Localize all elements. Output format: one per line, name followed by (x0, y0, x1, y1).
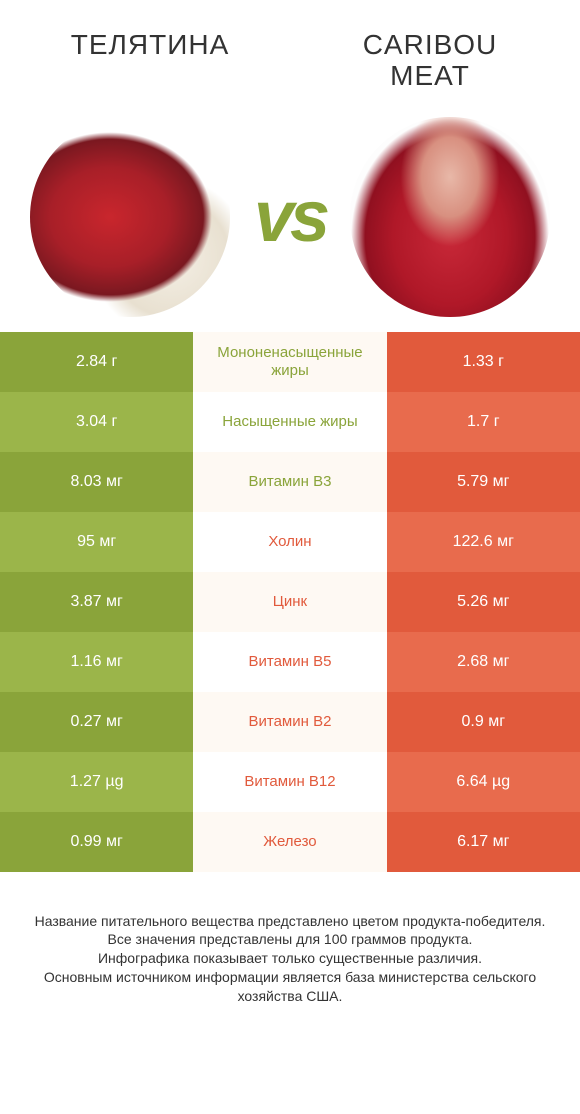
footer-line: Название питательного вещества представл… (30, 912, 550, 931)
value-left: 0.99 мг (0, 812, 193, 872)
value-left: 3.87 мг (0, 572, 193, 632)
nutrient-label: Железо (193, 812, 386, 872)
nutrient-label: Витамин B3 (193, 452, 386, 512)
table-row: 0.99 мгЖелезо6.17 мг (0, 812, 580, 872)
nutrient-label: Мононенасыщенные жиры (193, 332, 386, 392)
footer-notes: Название питательного вещества представл… (0, 872, 580, 1006)
value-right: 1.7 г (387, 392, 580, 452)
nutrient-label: Витамин B5 (193, 632, 386, 692)
value-left: 0.27 мг (0, 692, 193, 752)
nutrient-label: Витамин B12 (193, 752, 386, 812)
nutrient-label: Витамин B2 (193, 692, 386, 752)
table-row: 8.03 мгВитамин B35.79 мг (0, 452, 580, 512)
nutrient-label: Холин (193, 512, 386, 572)
value-left: 8.03 мг (0, 452, 193, 512)
product-image-left (30, 117, 230, 317)
table-row: 1.16 мгВитамин B52.68 мг (0, 632, 580, 692)
comparison-table: 2.84 гМононенасыщенные жиры1.33 г3.04 гН… (0, 332, 580, 872)
nutrient-label: Цинк (193, 572, 386, 632)
value-left: 2.84 г (0, 332, 193, 392)
footer-line: Основным источником информации является … (30, 968, 550, 1006)
value-left: 1.16 мг (0, 632, 193, 692)
value-right: 6.17 мг (387, 812, 580, 872)
value-left: 3.04 г (0, 392, 193, 452)
title-left: ТЕЛЯТИНА (40, 30, 260, 92)
nutrient-label: Насыщенные жиры (193, 392, 386, 452)
value-right: 122.6 мг (387, 512, 580, 572)
table-row: 3.04 гНасыщенные жиры1.7 г (0, 392, 580, 452)
value-left: 1.27 µg (0, 752, 193, 812)
table-row: 1.27 µgВитамин B126.64 µg (0, 752, 580, 812)
value-left: 95 мг (0, 512, 193, 572)
value-right: 5.79 мг (387, 452, 580, 512)
value-right: 6.64 µg (387, 752, 580, 812)
vs-label: vs (254, 176, 326, 258)
product-image-right (350, 117, 550, 317)
footer-line: Все значения представлены для 100 граммо… (30, 930, 550, 949)
title-right: CARIBOU MEAT (320, 30, 540, 92)
hero-section: vs (0, 102, 580, 332)
table-row: 3.87 мгЦинк5.26 мг (0, 572, 580, 632)
table-row: 2.84 гМононенасыщенные жиры1.33 г (0, 332, 580, 392)
value-right: 0.9 мг (387, 692, 580, 752)
table-row: 0.27 мгВитамин B20.9 мг (0, 692, 580, 752)
value-right: 5.26 мг (387, 572, 580, 632)
value-right: 1.33 г (387, 332, 580, 392)
value-right: 2.68 мг (387, 632, 580, 692)
table-row: 95 мгХолин122.6 мг (0, 512, 580, 572)
footer-line: Инфографика показывает только существенн… (30, 949, 550, 968)
